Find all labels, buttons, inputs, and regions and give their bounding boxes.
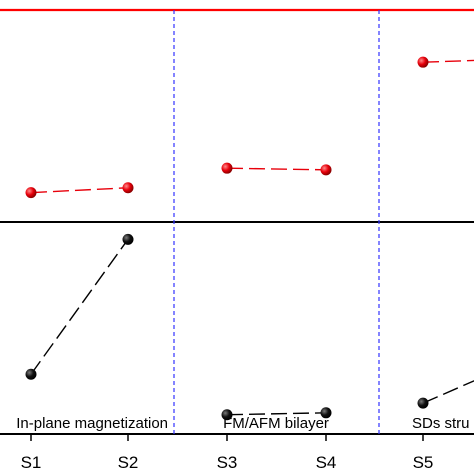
bottom-segment-s3-s4 [226,412,327,416]
top-point-s2 [122,182,134,194]
x-tick-label-s3: S3 [217,453,238,472]
bottom-point-s1 [25,368,37,380]
bottom-segment-s1-s2 [30,238,129,375]
top-point-s5 [417,56,429,68]
bottom-point-s2 [122,233,134,245]
top-point-s1 [25,187,37,199]
top-segment-s1-s2 [30,187,129,194]
bottom-point-s3 [221,409,233,421]
x-tick-label-s5: S5 [413,453,434,472]
bottom-point-s4 [320,407,332,419]
top-segment-s5-s6 [422,59,474,63]
bottom-segment-s5-s6 [422,380,474,404]
group-label-sds-structure: SDs stru [412,415,470,432]
series-layer [25,56,474,421]
group-label-fm-afm-bilayer: FM/AFM bilayer [223,415,329,432]
x-tick-label-s1: S1 [21,453,42,472]
bottom-point-s5 [417,397,429,409]
x-tick-label-s2: S2 [118,453,139,472]
top-point-s3 [221,162,233,174]
top-point-s4 [320,164,332,176]
top-segment-s3-s4 [226,167,327,171]
group-label-in-plane-magnetization: In-plane magnetization [16,415,168,432]
x-tick-label-s4: S4 [316,453,337,472]
